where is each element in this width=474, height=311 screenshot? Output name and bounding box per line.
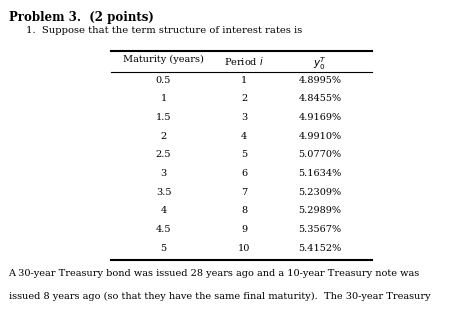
Text: A 30-year Treasury bond was issued 28 years ago and a 10-year Treasury note was: A 30-year Treasury bond was issued 28 ye… [9, 269, 420, 278]
Text: issued 8 years ago (so that they have the same final maturity).  The 30-year Tre: issued 8 years ago (so that they have th… [9, 292, 430, 301]
Text: 5.0770%: 5.0770% [299, 150, 341, 159]
Text: 6: 6 [241, 169, 247, 178]
Text: 10: 10 [238, 244, 250, 253]
Text: 5: 5 [161, 244, 166, 253]
Text: 2: 2 [241, 94, 247, 103]
Text: 8: 8 [241, 206, 247, 215]
Text: 5.3567%: 5.3567% [299, 225, 341, 234]
Text: 2.5: 2.5 [156, 150, 171, 159]
Text: 3.5: 3.5 [156, 188, 171, 197]
Text: 4.8995%: 4.8995% [299, 76, 341, 85]
Text: 3: 3 [241, 113, 247, 122]
Text: 2: 2 [160, 132, 167, 141]
Text: 4: 4 [160, 206, 167, 215]
Text: 1.  Suppose that the term structure of interest rates is: 1. Suppose that the term structure of in… [26, 26, 302, 35]
Text: 5.2309%: 5.2309% [299, 188, 341, 197]
Text: 4.8455%: 4.8455% [299, 94, 341, 103]
Text: 4.9169%: 4.9169% [299, 113, 341, 122]
Text: 4.5: 4.5 [156, 225, 171, 234]
Text: 5.4152%: 5.4152% [298, 244, 342, 253]
Text: 1: 1 [160, 94, 167, 103]
Text: 0.5: 0.5 [156, 76, 171, 85]
Text: 5.2989%: 5.2989% [299, 206, 341, 215]
Text: 9: 9 [241, 225, 247, 234]
Text: $y_0^T$: $y_0^T$ [313, 55, 327, 72]
Text: 1.5: 1.5 [156, 113, 171, 122]
Text: Problem 3.  (2 points): Problem 3. (2 points) [9, 11, 154, 24]
Text: Maturity (years): Maturity (years) [123, 55, 204, 64]
Text: 4.9910%: 4.9910% [299, 132, 341, 141]
Text: Period $i$: Period $i$ [224, 55, 264, 67]
Text: 4: 4 [241, 132, 247, 141]
Text: 5: 5 [241, 150, 247, 159]
Text: 7: 7 [241, 188, 247, 197]
Text: 3: 3 [160, 169, 167, 178]
Text: 5.1634%: 5.1634% [298, 169, 342, 178]
Text: 1: 1 [241, 76, 247, 85]
